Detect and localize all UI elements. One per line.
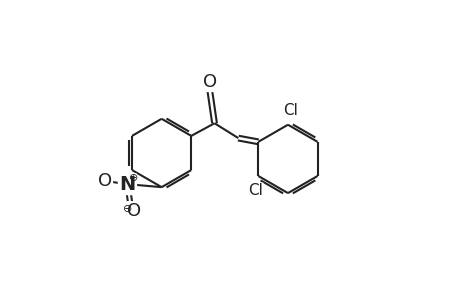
- Text: Cl: Cl: [247, 183, 262, 198]
- Text: ⊖: ⊖: [123, 204, 132, 214]
- Text: N: N: [119, 175, 135, 194]
- Text: O: O: [202, 73, 216, 91]
- Text: Cl: Cl: [283, 103, 298, 118]
- Text: O: O: [127, 202, 141, 220]
- Text: ⊕: ⊕: [129, 173, 138, 183]
- Text: O: O: [98, 172, 112, 190]
